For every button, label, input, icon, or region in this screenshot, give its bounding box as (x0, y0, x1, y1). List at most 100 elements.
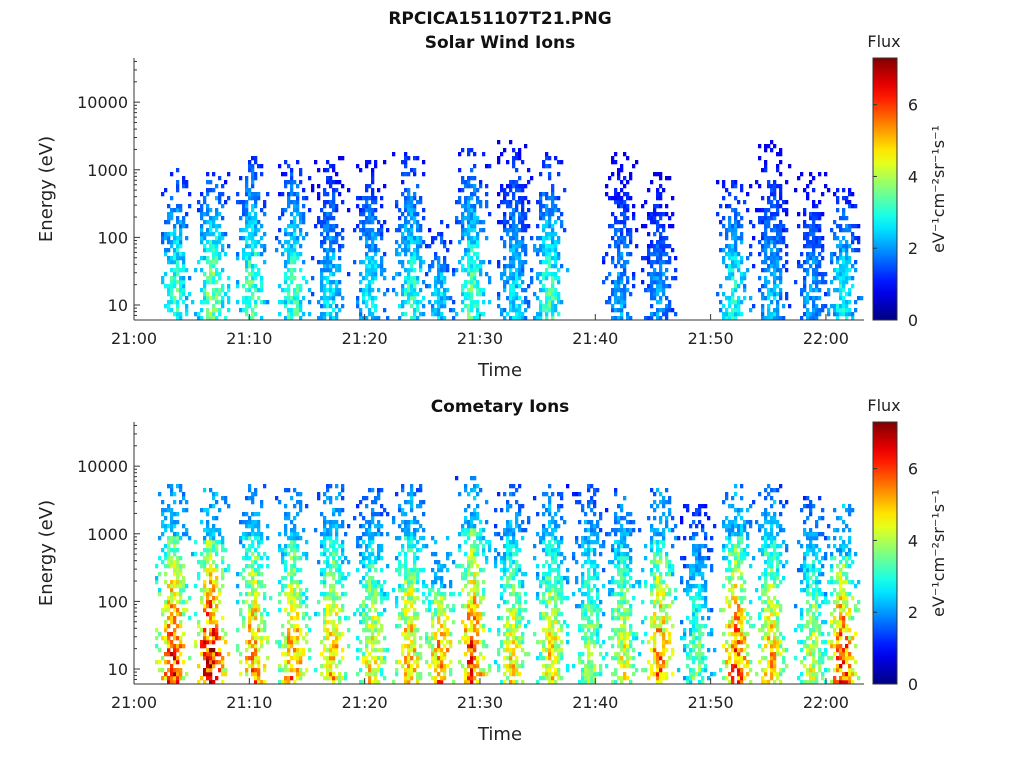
spectrogram-cell (458, 564, 462, 569)
spectrogram-cell (164, 636, 168, 641)
spectrogram-cell (410, 284, 414, 289)
spectrogram-cell (443, 564, 447, 569)
spectrogram-cell (854, 224, 858, 229)
spectrogram-cell (506, 228, 510, 233)
spectrogram-cell (842, 296, 846, 301)
spectrogram-cell (407, 196, 411, 201)
spectrogram-cell (245, 180, 249, 185)
spectrogram-cell (248, 516, 252, 521)
spectrogram-cell (554, 256, 558, 261)
spectrogram-cell (236, 280, 240, 285)
spectrogram-cell (251, 608, 255, 613)
spectrogram-cell (764, 252, 768, 257)
spectrogram-cell (251, 584, 255, 589)
spectrogram-cell (815, 312, 819, 317)
spectrogram-cell (164, 236, 168, 241)
spectrogram-cell (404, 672, 408, 677)
x-tick-label: 21:30 (457, 329, 503, 348)
spectrogram-cell (383, 184, 387, 189)
spectrogram-cell (512, 256, 516, 261)
spectrogram-cell (410, 200, 414, 205)
spectrogram-cell (767, 256, 771, 261)
spectrogram-cell (341, 200, 345, 205)
spectrogram-cell (443, 280, 447, 285)
spectrogram-cell (257, 648, 261, 653)
spectrogram-cell (443, 240, 447, 245)
spectrogram-cell (653, 272, 657, 277)
spectrogram-cell (482, 260, 486, 265)
spectrogram-cell (404, 660, 408, 665)
spectrogram-cell (434, 648, 438, 653)
spectrogram-cell (737, 224, 741, 229)
spectrogram-cell (362, 224, 366, 229)
spectrogram-cell (461, 228, 465, 233)
spectrogram-cell (398, 588, 402, 593)
spectrogram-cell (623, 240, 627, 245)
spectrogram-cell (410, 600, 414, 605)
spectrogram-cell (209, 528, 213, 533)
spectrogram-cell (737, 212, 741, 217)
spectrogram-cell (395, 272, 399, 277)
spectrogram-cell (176, 568, 180, 573)
spectrogram-cell (782, 236, 786, 241)
spectrogram-cell (662, 280, 666, 285)
spectrogram-cell (362, 612, 366, 617)
spectrogram-cell (305, 196, 309, 201)
spectrogram-cell (326, 252, 330, 257)
spectrogram-cell (719, 204, 723, 209)
spectrogram-cell (497, 632, 501, 637)
spectrogram-cell (842, 268, 846, 273)
spectrogram-cell (722, 316, 726, 321)
spectrogram-cell (197, 560, 201, 565)
spectrogram-cell (395, 252, 399, 257)
spectrogram-cell (254, 488, 258, 493)
spectrogram-cell (845, 252, 849, 257)
spectrogram-cell (725, 312, 729, 317)
spectrogram-cell (185, 532, 189, 537)
spectrogram-cell (404, 556, 408, 561)
spectrogram-cell (518, 228, 522, 233)
spectrogram-cell (731, 288, 735, 293)
spectrogram-cell (245, 552, 249, 557)
spectrogram-cell (455, 268, 459, 273)
spectrogram-cell (419, 228, 423, 233)
spectrogram-cell (779, 188, 783, 193)
spectrogram-cell (470, 184, 474, 189)
spectrogram-cell (221, 584, 225, 589)
spectrogram-cell (647, 212, 651, 217)
spectrogram-cell (413, 268, 417, 273)
spectrogram-cell (206, 552, 210, 557)
spectrogram-cell (623, 284, 627, 289)
spectrogram-cell (845, 256, 849, 261)
spectrogram-cell (218, 508, 222, 513)
spectrogram-cell (161, 276, 165, 281)
spectrogram-cell (461, 524, 465, 529)
panel-title: Cometary Ions (431, 397, 570, 417)
spectrogram-cell (461, 308, 465, 313)
spectrogram-cell (332, 624, 336, 629)
spectrogram-cell (293, 540, 297, 545)
spectrogram-cell (515, 152, 519, 157)
spectrogram-cell (338, 632, 342, 637)
spectrogram-cell (296, 672, 300, 677)
spectrogram-cell (410, 596, 414, 601)
spectrogram-cell (773, 252, 777, 257)
spectrogram-cell (467, 612, 471, 617)
spectrogram-cell (506, 536, 510, 541)
spectrogram-cell (182, 276, 186, 281)
spectrogram-cell (644, 224, 648, 229)
spectrogram-cell (644, 256, 648, 261)
spectrogram-cell (500, 640, 504, 645)
spectrogram-cell (764, 240, 768, 245)
spectrogram-cell (371, 180, 375, 185)
spectrogram-cell (179, 204, 183, 209)
spectrogram-cell (620, 200, 624, 205)
spectrogram-cell (461, 224, 465, 229)
spectrogram-cell (362, 620, 366, 625)
spectrogram-cell (515, 236, 519, 241)
spectrogram-cell (755, 180, 759, 185)
spectrogram-cell (323, 220, 327, 225)
y-tick-label: 10 (108, 296, 128, 315)
spectrogram-cell (545, 156, 549, 161)
spectrogram-cell (437, 560, 441, 565)
